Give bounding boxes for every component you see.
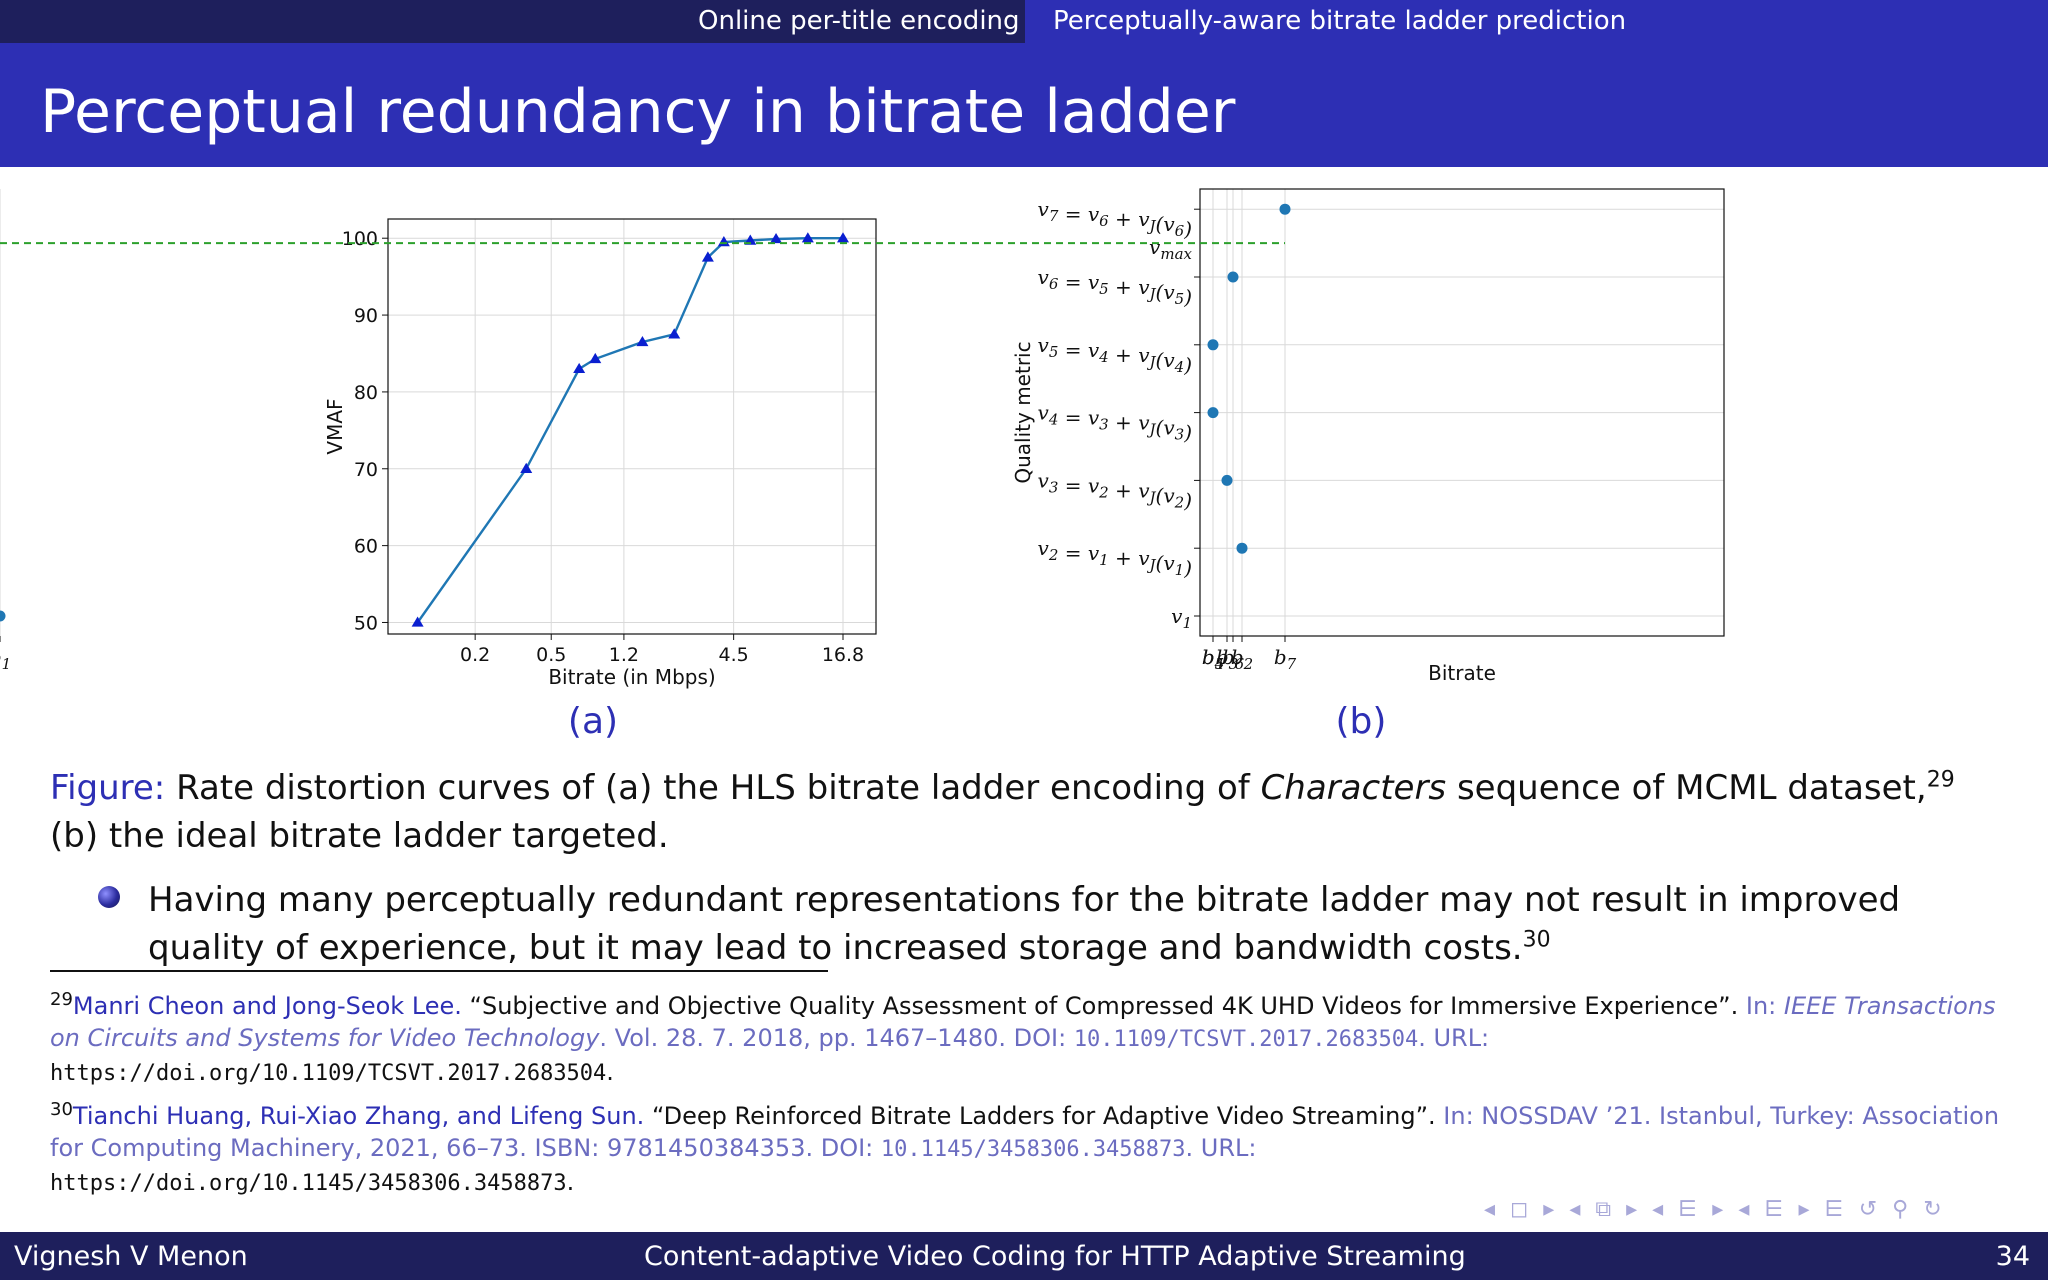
footnote-doi-link[interactable]: 10.1109/TCSVT.2017.2683504	[1073, 1027, 1419, 1052]
title-bar: Perceptual redundancy in bitrate ladder	[0, 43, 2048, 167]
x-tick-label: 16.8	[822, 644, 864, 666]
bullet-item: Having many perceptually redundant repre…	[98, 876, 2000, 972]
footer-bar: Vignesh V Menon Content-adaptive Video C…	[0, 1232, 2048, 1280]
figure-label: Figure:	[50, 768, 166, 808]
data-point-marker	[1227, 271, 1239, 283]
caption-emphasis: Characters	[1260, 768, 1447, 808]
data-point-marker	[701, 251, 714, 262]
footnote-venue: IEEE Transactions on Circuits and System…	[50, 992, 1996, 1052]
y-tick-label: 100	[342, 228, 378, 250]
bullet-icon	[98, 886, 120, 908]
bullet-footnote-ref[interactable]: 30	[1522, 927, 1551, 953]
footnote-authors: Manri Cheon and Jong-Seok Lee.	[72, 992, 462, 1020]
x-tick-label: b6	[1222, 645, 1245, 673]
x-tick-label: b7	[1274, 645, 1297, 673]
footnote-details: . Vol. 28. 7. 2018, pp. 1467–1480. DOI:	[599, 1024, 1074, 1052]
figure-charts: 0.2 0.5 1.2 4.5 16.8 50 60 70 80 90 100 Bitrate (in…	[0, 188, 1725, 742]
y-axis-label: VMAF	[323, 398, 347, 454]
y-tick-label: 50	[354, 612, 378, 634]
nav-right-panel: Perceptually-aware bitrate ladder predic…	[1025, 0, 2048, 43]
beamer-navigation-controls[interactable]: ◂ ◻ ▸ ◂ ⧉ ▸ ◂ ⋿ ▸ ◂ ⋿ ▸ ⋿ ↺ ⚲ ↻	[1484, 1197, 1946, 1222]
footnote-url-label: . URL:	[1418, 1024, 1490, 1052]
x-tick-label: 0.5	[536, 644, 566, 666]
y-tick-label: v4 = v3 + vJ(v3)	[1038, 401, 1193, 445]
data-point-marker	[573, 362, 586, 374]
reference-line-label: vmax	[1149, 235, 1192, 263]
data-point-marker	[520, 462, 533, 473]
footnote-url-label: . URL:	[1185, 1134, 1257, 1162]
y-tick-label: v7 = v6 + vJ(v6)	[1038, 197, 1193, 241]
data-point-marker	[668, 328, 681, 339]
figure-caption: Figure: Rate distortion curves of (a) th…	[50, 764, 2010, 860]
footnotes: 29Manri Cheon and Jong-Seok Lee. “Subjec…	[50, 990, 2010, 1210]
x-tick-label: b3	[1216, 645, 1238, 673]
data-point-marker	[0, 610, 6, 622]
footnote-30: 30Tianchi Huang, Rui-Xiao Zhang, and Lif…	[50, 1100, 2010, 1200]
y-tick-label: v1	[1171, 604, 1192, 632]
y-axis-label: Quality metric	[1011, 341, 1035, 483]
x-tick-label: 4.5	[719, 644, 749, 666]
plot-frame	[1199, 188, 1725, 637]
nav-section-online-per-title[interactable]: Online per-title encoding	[698, 6, 1020, 36]
data-point-marker	[1221, 474, 1233, 486]
plot-frame	[387, 218, 877, 635]
y-tick-label: v2 = v1 + vJ(v1)	[1038, 536, 1193, 580]
footer-title: Content-adaptive Video Coding for HTTP A…	[644, 1241, 1466, 1272]
footnote-details: In: NOSSDAV ’21. Istanbul, Turkey: Assoc…	[50, 1102, 2000, 1162]
y-tick-label: v3 = v2 + vJ(v2)	[1038, 468, 1193, 512]
data-point-marker	[589, 352, 602, 364]
caption-footnote-ref[interactable]: 29	[1926, 767, 1955, 793]
footnote-end: .	[566, 1168, 575, 1196]
series-line	[416, 236, 843, 624]
data-point-marker	[801, 232, 814, 243]
subfigure-caption: (a)	[568, 701, 618, 742]
subfigure-caption: (b)	[1336, 701, 1387, 742]
page-number: 34	[1995, 1241, 2030, 1272]
footnote-in: In:	[1738, 992, 1784, 1020]
caption-text-3: (b) the ideal bitrate ladder targeted.	[50, 816, 669, 856]
caption-text-1: Rate distortion curves of (a) the HLS bi…	[165, 768, 1261, 808]
section-navigation-bar: Online per-title encoding Perceptually-a…	[0, 0, 2048, 43]
caption-text-2: sequence of MCML dataset,	[1446, 768, 1927, 808]
footnote-doi-link[interactable]: 10.1145/3458306.3458873	[880, 1137, 1186, 1162]
footnote-divider	[50, 970, 828, 972]
x-axis-label: Bitrate	[1428, 661, 1496, 685]
footnote-authors: Tianchi Huang, Rui-Xiao Zhang, and Lifen…	[72, 1102, 645, 1130]
data-point-marker	[1236, 542, 1248, 554]
x-tick-label: b1	[0, 645, 11, 673]
x-tick-label: b2	[1231, 645, 1253, 673]
data-point-marker	[1207, 339, 1219, 351]
x-tick-label: b4	[1202, 645, 1224, 673]
x-tick-label: 1.2	[609, 644, 639, 666]
bullet-text: Having many perceptually redundant repre…	[148, 880, 1901, 968]
y-tick-label: 70	[354, 459, 378, 481]
y-tick-label: v6 = v5 + vJ(v5)	[1038, 265, 1193, 309]
y-tick-label: 60	[354, 536, 378, 558]
footer-author: Vignesh V Menon	[14, 1241, 248, 1272]
footnote-url-link[interactable]: https://doi.org/10.1145/3458306.3458873	[50, 1171, 567, 1196]
footnote-title: “Deep Reinforced Bitrate Ladders for Ada…	[644, 1102, 1436, 1130]
footnote-29: 29Manri Cheon and Jong-Seok Lee. “Subjec…	[50, 990, 2010, 1090]
nav-section-perceptually-aware[interactable]: Perceptually-aware bitrate ladder predic…	[1053, 6, 1627, 36]
y-tick-label: v5 = v4 + vJ(v4)	[1038, 333, 1193, 377]
y-tick-label: 90	[354, 305, 378, 327]
nav-left-panel: Online per-title encoding	[0, 0, 1025, 43]
y-tick-label: 80	[354, 382, 378, 404]
data-point-marker	[411, 616, 424, 627]
data-point-marker	[1279, 203, 1291, 215]
data-point-marker	[636, 335, 649, 347]
x-axis-label: Bitrate (in Mbps)	[548, 665, 715, 689]
data-point-marker	[837, 232, 849, 243]
x-tick-label: b5	[1202, 645, 1224, 673]
data-point-marker	[770, 232, 783, 244]
footnote-number: 30	[50, 1099, 73, 1120]
footnote-end: .	[606, 1058, 614, 1086]
x-tick-label: 0.2	[460, 644, 490, 666]
footnote-title: “Subjective and Objective Quality Assess…	[461, 992, 1739, 1020]
data-point-marker	[1207, 407, 1219, 419]
footnote-url-link[interactable]: https://doi.org/10.1109/TCSVT.2017.26835…	[50, 1061, 607, 1086]
slide-title: Perceptual redundancy in bitrate ladder	[40, 77, 1236, 147]
footnote-number: 29	[50, 989, 73, 1010]
